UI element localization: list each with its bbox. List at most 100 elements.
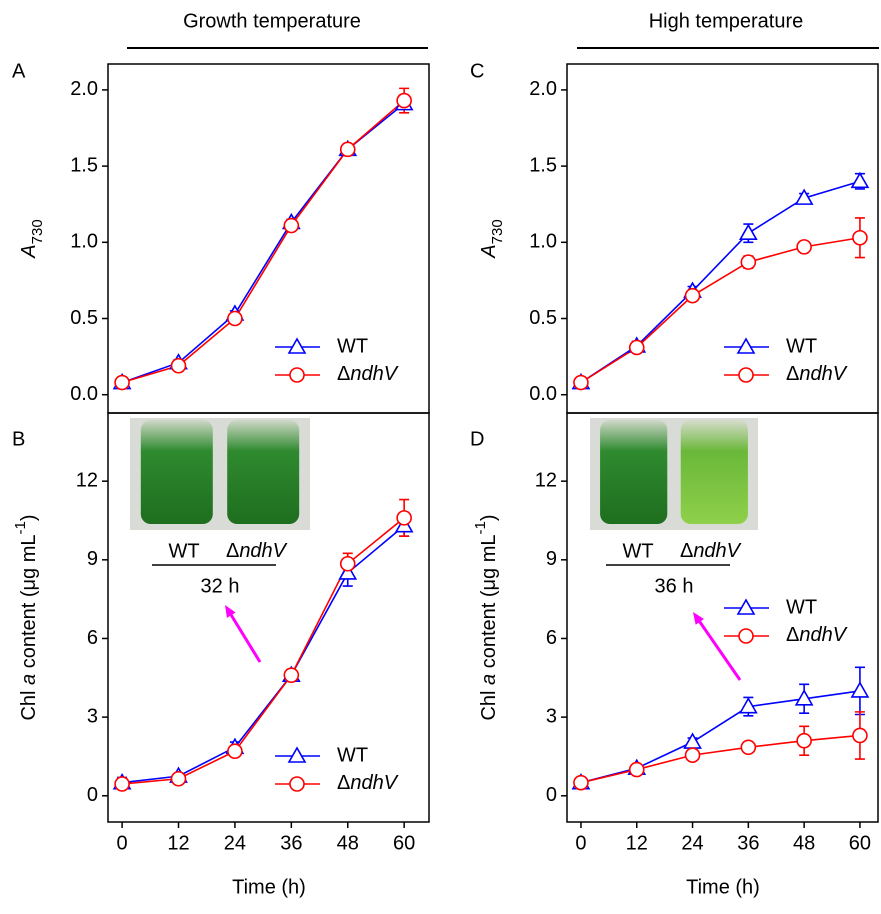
panel-letter: D — [470, 428, 484, 450]
x-tick-label: 36 — [737, 832, 759, 854]
marker — [794, 689, 814, 706]
y-tick-label: 3 — [87, 705, 98, 727]
marker — [170, 357, 187, 374]
series-line — [122, 525, 405, 784]
y-tick-label: 1.5 — [529, 154, 557, 176]
y-tick-label: 1.0 — [529, 231, 557, 253]
text-part: -1 — [12, 521, 29, 534]
marker — [628, 761, 645, 778]
text-part: ndhV — [799, 363, 847, 385]
marker — [684, 747, 701, 763]
marker — [283, 217, 300, 234]
legend-marker — [289, 367, 305, 383]
arrow-shaft — [228, 612, 262, 663]
legend-marker — [287, 746, 307, 763]
column-title: High temperature — [649, 10, 804, 32]
bottle — [600, 420, 668, 524]
plot-frame — [107, 63, 430, 414]
text-part: ) — [18, 514, 40, 521]
text-part: ndhV — [693, 540, 741, 562]
text-part: Δ — [226, 540, 239, 562]
marker — [740, 254, 757, 270]
series-line — [580, 734, 861, 784]
bottle — [140, 420, 213, 524]
marker — [683, 732, 702, 749]
y-tick-label: 2.0 — [70, 78, 98, 100]
marker — [740, 739, 757, 756]
x-tick-label: 12 — [167, 832, 189, 854]
panel-letter: C — [470, 60, 484, 82]
marker — [852, 229, 868, 246]
text-part: a — [18, 674, 40, 685]
marker — [283, 667, 300, 683]
x-tick-label: 36 — [280, 832, 302, 854]
text-part: A — [18, 244, 40, 258]
marker — [794, 188, 814, 205]
y-tick-label: 12 — [535, 469, 557, 491]
arrow-head — [693, 612, 704, 625]
inset-label: ΔndhV — [226, 540, 288, 562]
text-part: Δ — [786, 624, 799, 646]
legend-label: WT — [786, 335, 817, 357]
text-part: Δ — [786, 363, 799, 385]
panel-letter: B — [12, 428, 25, 450]
text-part: A — [478, 244, 500, 258]
marker — [227, 743, 243, 760]
x-tick-label: 60 — [849, 832, 871, 854]
series-line — [121, 99, 405, 384]
y-tick-label: 0.0 — [529, 383, 557, 405]
marker — [114, 374, 130, 391]
legend-marker — [736, 598, 756, 615]
marker — [850, 171, 870, 189]
legend-label: ΔndhV — [337, 772, 399, 794]
x-tick-label: 0 — [575, 832, 586, 854]
y-axis-label: Chl a content (μg mL-1) — [12, 514, 40, 720]
marker — [628, 339, 645, 356]
text-part: 730 — [489, 219, 506, 244]
y-tick-label: 1.0 — [70, 231, 98, 253]
y-tick-label: 0 — [546, 784, 557, 806]
legend-marker — [289, 776, 305, 792]
arrow-head — [225, 605, 236, 618]
series-line — [580, 690, 861, 784]
marker — [573, 374, 589, 391]
marker — [396, 510, 412, 526]
text-part: -1 — [472, 521, 489, 534]
legend-label: WT — [337, 335, 368, 357]
plot-frame — [107, 412, 430, 823]
inset-label: WT — [168, 540, 199, 562]
x-axis-label: Time (h) — [686, 876, 760, 898]
text-part: ndhV — [350, 772, 398, 794]
text-part: Δ — [337, 363, 350, 385]
text-part: ndhV — [350, 363, 398, 385]
marker — [339, 141, 356, 158]
y-tick-label: 0.0 — [70, 383, 98, 405]
y-tick-label: 6 — [87, 627, 98, 649]
y-tick-label: 6 — [546, 627, 557, 649]
text-part: Chl — [478, 685, 500, 721]
x-tick-label: 48 — [793, 832, 815, 854]
y-tick-label: 9 — [546, 548, 557, 570]
y-tick-label: 3 — [546, 705, 557, 727]
y-tick-label: 1.5 — [70, 154, 98, 176]
x-tick-label: 60 — [393, 832, 415, 854]
marker — [227, 310, 243, 327]
marker — [684, 287, 701, 304]
y-tick-label: 9 — [87, 548, 98, 570]
text-part: content (μg mL — [18, 534, 40, 673]
bottle — [680, 420, 748, 524]
legend-marker — [287, 337, 307, 354]
series-line — [580, 180, 861, 384]
legend-label: WT — [337, 744, 368, 766]
legend-label: ΔndhV — [786, 363, 848, 385]
marker — [738, 697, 758, 714]
marker — [852, 727, 868, 744]
y-tick-label: 0 — [87, 784, 98, 806]
inset-label: WT — [622, 540, 653, 562]
x-tick-label: 24 — [224, 832, 246, 854]
x-tick-label: 24 — [681, 832, 703, 854]
y-axis-label: Chl a content (μg mL-1) — [472, 514, 500, 720]
x-axis-label: Time (h) — [232, 876, 306, 898]
text-part: ndhV — [239, 540, 287, 562]
marker — [339, 555, 356, 572]
